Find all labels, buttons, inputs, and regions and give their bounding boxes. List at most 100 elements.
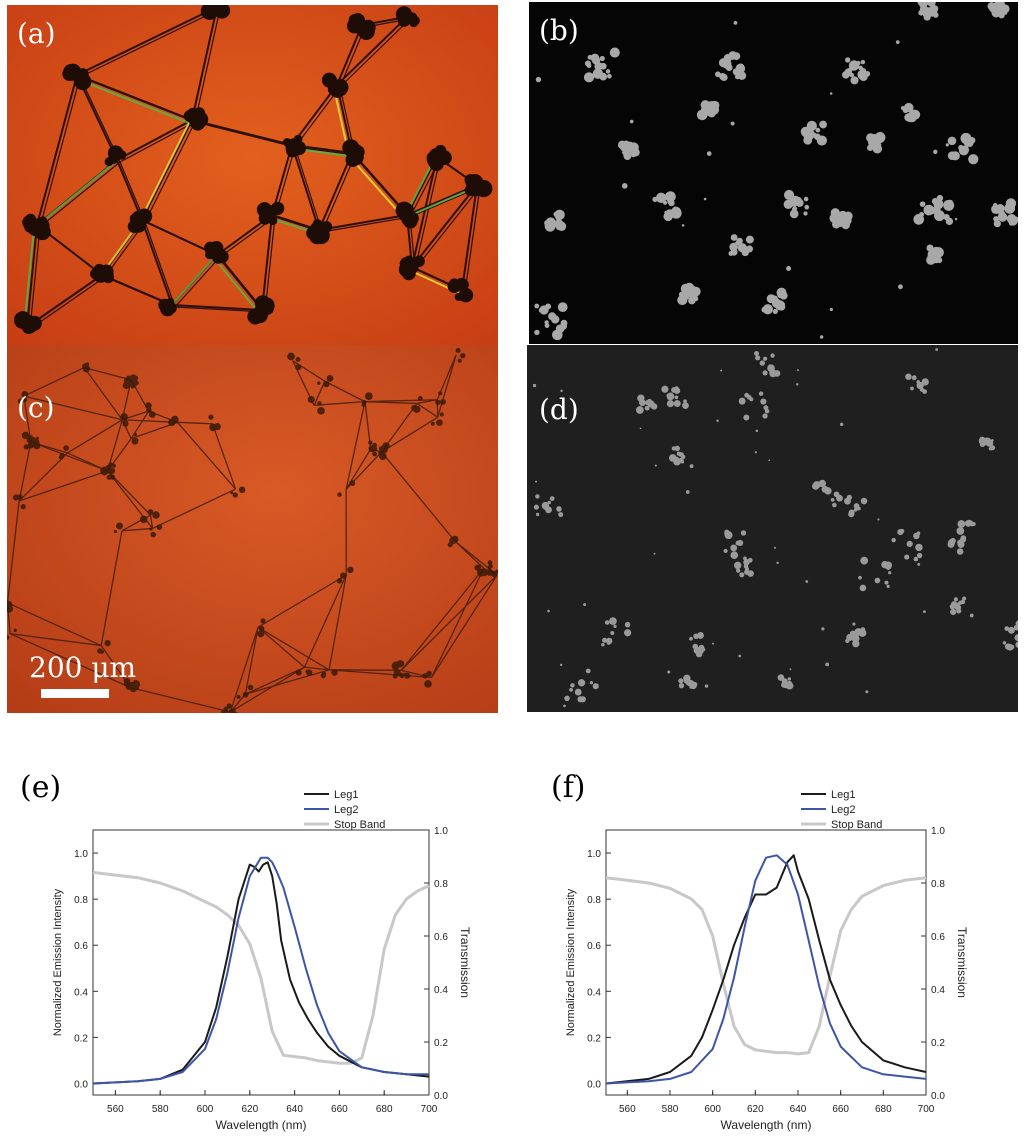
- network-fiber: [191, 6, 218, 121]
- fluorescent-cluster: [870, 142, 875, 148]
- fluorescent-speck: [786, 265, 792, 272]
- network-node: [478, 564, 482, 568]
- fluorescent-cluster: [609, 47, 620, 58]
- fluorescent-cluster: [534, 329, 540, 336]
- micrograph-c: (c) 200 μm: [7, 345, 498, 713]
- fluorescent-cluster: [927, 251, 933, 256]
- network-node: [133, 679, 138, 684]
- network-fiber: [464, 186, 481, 293]
- series-line-leg2: [605, 854, 927, 1085]
- fluorescent-cluster: [762, 413, 768, 419]
- fluorescent-cluster: [758, 391, 764, 396]
- fluorescent-cluster: [947, 199, 954, 206]
- fluorescent-cluster: [678, 678, 684, 684]
- network-node: [107, 145, 124, 161]
- network-node: [268, 216, 278, 226]
- fluorescent-cluster: [945, 217, 954, 226]
- fluorescent-cluster: [859, 584, 867, 592]
- fluorescent-cluster: [592, 68, 604, 79]
- network-node: [347, 566, 354, 574]
- network-node: [317, 407, 325, 415]
- fluorescent-cluster: [860, 556, 869, 565]
- fluorescent-cluster: [695, 645, 699, 649]
- fluorescent-cluster: [913, 214, 925, 225]
- fluorescent-cluster: [551, 315, 560, 324]
- fluorescent-cluster: [1007, 626, 1015, 634]
- network-node: [257, 630, 265, 638]
- y2-tick-label: 1.0: [931, 826, 945, 837]
- legend-entry: Stop Band: [831, 819, 882, 831]
- fluorescent-cluster: [743, 414, 750, 421]
- fluorescent-cluster: [860, 67, 867, 75]
- fluorescent-cluster: [953, 597, 958, 602]
- fluorescent-cluster: [755, 355, 761, 361]
- y2-tick-label: 1.0: [434, 826, 448, 837]
- network-node: [247, 684, 254, 691]
- spectrum-chart-e: 560 580 600 620 640 660 680 700 0.0 0.2 0.4 0.6 0.8 1…: [52, 789, 472, 1132]
- network-node: [220, 709, 228, 713]
- network-fiber: [261, 214, 273, 311]
- fluorescent-cluster: [921, 378, 929, 386]
- network-fiber: [29, 276, 106, 330]
- y2-tick-label: 0.0: [931, 1091, 945, 1102]
- network-node: [28, 435, 34, 440]
- fluorescent-cluster: [609, 617, 617, 626]
- fluorescent-speck: [681, 224, 685, 227]
- x-tick-label: 560: [107, 1104, 124, 1115]
- x-tick-label: 600: [704, 1104, 721, 1115]
- network-node: [325, 75, 334, 84]
- fluorescent-cluster: [590, 53, 600, 63]
- network-fiber: [244, 627, 259, 695]
- panel-label-c: (c): [17, 391, 55, 424]
- fluorescent-cluster: [688, 286, 700, 298]
- network-fiber: [67, 419, 123, 454]
- network-node: [449, 537, 457, 545]
- network-node: [331, 669, 338, 676]
- plot-frame: [605, 829, 927, 1096]
- network-fiber: [211, 423, 237, 490]
- network-fiber: [328, 574, 347, 670]
- network-node: [317, 381, 321, 385]
- fluorescent-cluster: [674, 386, 679, 391]
- network-fiber: [84, 367, 132, 381]
- x-tick-label: 620: [241, 1104, 258, 1115]
- network-node: [59, 452, 65, 458]
- fluorescent-cluster: [742, 246, 750, 255]
- fluorescent-cluster: [844, 497, 851, 505]
- network-fiber: [141, 219, 173, 306]
- x-tick-label: 620: [747, 1104, 764, 1115]
- fluorescent-speck: [825, 662, 830, 667]
- fluorescent-cluster: [673, 400, 681, 408]
- fluorescent-speck: [639, 427, 642, 430]
- network-fiber: [414, 186, 481, 270]
- fluorescent-cluster: [683, 677, 690, 684]
- fluorescent-cluster: [557, 302, 568, 313]
- network-fiber: [29, 226, 41, 330]
- legend-entry: Leg1: [334, 789, 358, 801]
- network-node: [108, 462, 113, 467]
- fluorescent-cluster: [947, 136, 957, 146]
- network-node: [350, 482, 355, 486]
- fluorescent-cluster: [737, 63, 745, 71]
- network-node: [372, 442, 378, 448]
- fluorescent-cluster: [623, 152, 632, 161]
- network-fiber-highlight: [138, 122, 190, 224]
- network-node: [123, 677, 131, 685]
- network-fiber: [9, 633, 102, 647]
- network-node: [130, 383, 136, 389]
- fluorescent-speck: [543, 507, 546, 510]
- network-node: [133, 432, 137, 437]
- fluorescent-cluster: [666, 400, 675, 408]
- fluorescent-cluster: [1004, 202, 1016, 214]
- fluorescent-cluster: [610, 631, 615, 635]
- fluorescent-speck: [969, 613, 974, 618]
- fluorescent-speck: [681, 460, 685, 464]
- fluorescent-cluster: [858, 575, 862, 580]
- fluorescent-cluster: [1013, 624, 1018, 631]
- y2-tick-label: 0.4: [931, 985, 945, 996]
- fluorescent-cluster: [673, 457, 681, 466]
- fluorescent-cluster: [832, 502, 837, 508]
- fluorescent-cluster: [884, 580, 889, 585]
- y2-tick-label: 0.6: [931, 932, 945, 943]
- fluorescent-cluster: [768, 364, 772, 368]
